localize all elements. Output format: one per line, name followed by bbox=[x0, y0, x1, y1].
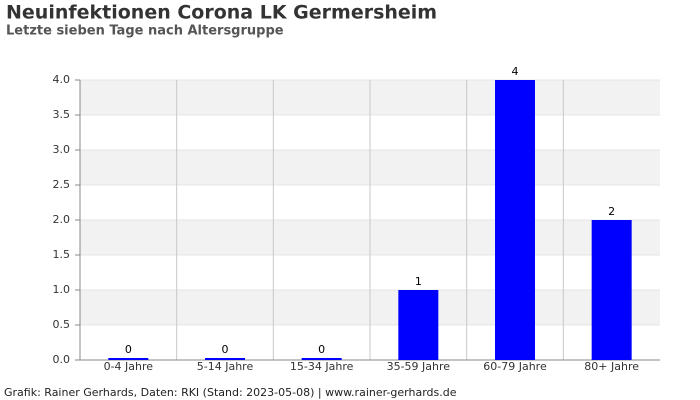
bar bbox=[495, 80, 535, 360]
x-tick-label: 15-34 Jahre bbox=[290, 360, 354, 373]
y-tick-label: 2.5 bbox=[53, 178, 71, 191]
x-tick-label: 5-14 Jahre bbox=[197, 360, 254, 373]
bar bbox=[205, 358, 245, 360]
y-tick-label: 0.5 bbox=[53, 318, 71, 331]
y-tick-label: 3.5 bbox=[53, 108, 71, 121]
bar bbox=[591, 220, 632, 360]
y-tick-label: 2.0 bbox=[53, 213, 71, 226]
bar bbox=[108, 358, 149, 360]
x-tick-label: 80+ Jahre bbox=[584, 360, 639, 373]
bar bbox=[301, 358, 342, 360]
data-label: 0 bbox=[222, 343, 229, 356]
y-tick-label: 3.0 bbox=[53, 143, 71, 156]
x-tick-label: 0-4 Jahre bbox=[104, 360, 154, 373]
x-tick-label: 35-59 Jahre bbox=[387, 360, 451, 373]
y-tick-label: 4.0 bbox=[53, 73, 71, 86]
chart-subtitle: Letzte sieben Tage nach Altersgruppe bbox=[6, 24, 284, 39]
x-tick-label: 60-79 Jahre bbox=[483, 360, 547, 373]
data-label: 0 bbox=[125, 343, 132, 356]
data-label: 1 bbox=[415, 275, 422, 288]
footer: Grafik: Rainer Gerhards, Daten: RKI (Sta… bbox=[4, 386, 457, 399]
data-label: 0 bbox=[318, 343, 325, 356]
y-tick-label: 1.5 bbox=[53, 248, 71, 261]
y-tick-label: 1.0 bbox=[53, 283, 71, 296]
bar bbox=[398, 290, 439, 360]
chart-title: Neuinfektionen Corona LK Germersheim bbox=[6, 2, 437, 24]
data-label: 4 bbox=[512, 65, 519, 78]
y-tick-label: 0.0 bbox=[53, 353, 71, 366]
data-label: 2 bbox=[608, 205, 615, 218]
